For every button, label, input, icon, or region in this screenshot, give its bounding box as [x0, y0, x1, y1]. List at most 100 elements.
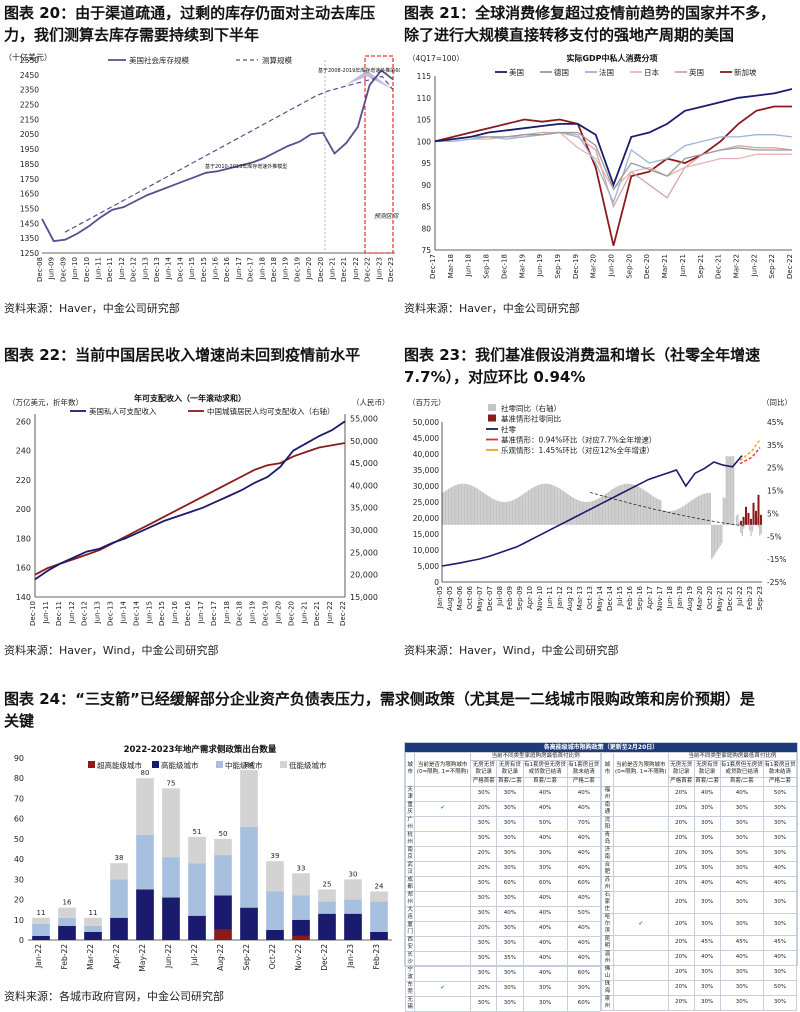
- policy-right-cell-12-0: 珠海: [601, 979, 614, 996]
- fig23-yoy-bar-69: [542, 483, 544, 525]
- fig21-x-tick-9: Mar-20: [590, 254, 598, 278]
- policy-left-cell-6-1: [414, 875, 472, 892]
- fig24-bar-2-13: [370, 901, 388, 932]
- policy-left-cell-11-2: 30%: [470, 950, 498, 967]
- fig23-yoy-bar-77: [554, 485, 556, 525]
- fig23-x-tick-26: Mar-20: [696, 586, 704, 610]
- table-row: 佛山 20% 30% 30% 30%: [601, 964, 797, 981]
- fig23-yoy-bar-211: [748, 524, 751, 531]
- fig23-yoy-bar-114: [607, 491, 610, 525]
- fig22-y2tick-3: 30,000: [350, 526, 378, 535]
- fig24-total-3: 38: [115, 854, 124, 862]
- fig22-x-tick-24: Dec-22: [339, 601, 347, 626]
- fig20-x-tick-6: Dec-11: [106, 257, 114, 282]
- fig21-x-tick-11: Sep-20: [625, 254, 633, 279]
- fig22-x-tick-17: Jun-19: [249, 601, 257, 624]
- fig23-yoy-bar-65: [536, 485, 538, 525]
- policy-table-left: 城市 当前是否为限购城市(0=限购, 1=不限购) 当前不同类型家庭购房最低首付比例…: [404, 751, 602, 1012]
- fig23-yoy-bar-139: [644, 490, 646, 525]
- fig22-y2tick-5: 40,000: [350, 481, 378, 490]
- policy-right-cell-1-2: 20%: [667, 800, 695, 817]
- fig23-x-tick-27: Oct-20: [706, 586, 714, 610]
- policy-right-cell-12-4: 30%: [719, 979, 765, 996]
- policy-right-cell-8-2: 20%: [667, 912, 695, 936]
- policy-left-cell-3-3: 30%: [496, 830, 524, 847]
- fig24-legend-swatch-2: [216, 761, 223, 768]
- fig23-ytick-6: 30,000: [413, 482, 439, 491]
- fig23-x-tick-5: Dec-07: [486, 586, 494, 611]
- fig21-series-1: [434, 131, 792, 191]
- fig20-x-tick-0: Dec-08: [36, 257, 44, 282]
- fig23-yoy-bar-15: [463, 483, 466, 525]
- policy-right-subhead-0: 无房无贷款记录: [667, 760, 695, 779]
- policy-left-cell-3-5: 40%: [566, 830, 602, 847]
- fig22-series-us: [34, 420, 346, 581]
- policy-left-cell-4-2: 20%: [470, 845, 498, 862]
- fig20-annotation-3: 预测区间: [374, 213, 399, 220]
- fig21-x-tick-16: Dec-21: [715, 254, 723, 279]
- fig24-total-0: 11: [37, 909, 46, 917]
- fig20-gap-area: [345, 70, 393, 90]
- fig23-yoy-bar-163: [679, 508, 681, 525]
- fig23-yoy-bar-150: [660, 500, 662, 525]
- fig23-y2tick-4: 15%: [767, 487, 784, 496]
- policy-right-cell-10-2: 20%: [667, 949, 695, 966]
- fig24-title: 图表 24：“三支箭”已经缓解部分企业资产负债表压力，需求侧政策（尤其是一二线城…: [4, 688, 796, 732]
- fig21-x-tick-19: Sep-22: [768, 254, 776, 279]
- fig24-bar-1-9: [266, 929, 284, 940]
- policy-left-cell-13-5: 30%: [566, 980, 602, 997]
- table-row: 沈阳 20% 30% 30% 30%: [601, 815, 797, 832]
- fig21-x-tick-4: Dec-18: [500, 254, 508, 279]
- policy-left-cell-1-5: 40%: [566, 800, 602, 817]
- fig23-yoy-bar-95: [580, 501, 582, 525]
- policy-right-cell-8-1: ✔: [612, 912, 669, 936]
- policy-left-cell-3-4: 40%: [522, 830, 568, 847]
- fig23-x-tick-9: Apr-10: [526, 586, 534, 609]
- fig24-bar-3-7: [214, 838, 232, 856]
- fig23-yoy-bar-60: [529, 489, 531, 525]
- policy-left-cell-8-0: 大连: [404, 905, 416, 922]
- policy-right-cell-6-4: 40%: [719, 875, 765, 892]
- policy-left-head-2: 当前不同类型家庭购房最低首付比例: [470, 751, 601, 762]
- policy-left-cell-13-1: ✔: [414, 980, 472, 997]
- table-row: 南京 20% 30% 30% 40%: [404, 845, 602, 862]
- fig22-y2tick-0: 15,000: [350, 593, 378, 602]
- fig22-x-tick-15: Jun-18: [223, 601, 231, 624]
- policy-left-cell-3-0: 杭州: [404, 830, 416, 847]
- fig20-x-tick-8: Dec-12: [130, 257, 138, 282]
- policy-left-head-1: 当前是否为限购城市(0=限购, 1=不限购): [414, 752, 472, 787]
- fig23-left-unit: （百万元）: [408, 398, 446, 407]
- fig23-x-tick-4: May-07: [476, 586, 484, 612]
- fig23-yoy-bar-41: [501, 501, 503, 525]
- fig24-bar-1-1: [58, 925, 76, 940]
- fig22-series-china: [34, 442, 346, 576]
- fig24-bar-2-0: [32, 923, 50, 936]
- fig23-x-tick-16: May-14: [596, 585, 604, 611]
- policy-left-cell-0-1: [414, 785, 472, 802]
- fig23-yoy-bar-151: [661, 510, 663, 525]
- fig24-legend-swatch-1: [152, 761, 159, 768]
- fig22-x-tick-22: Dec-21: [313, 601, 321, 626]
- fig23-base-yoy-bar-1: [742, 516, 745, 525]
- policy-left-cell-9-1: [414, 920, 472, 937]
- fig23-yoy-bar-171: [690, 500, 693, 525]
- fig20-ytick-13: 2550: [20, 56, 39, 65]
- fig20-x-tick-17: Jun-17: [235, 257, 243, 280]
- fig23-legend-swatch-0: [488, 404, 496, 411]
- fig23-yoy-bar-11: [458, 484, 460, 525]
- fig23-yoy-bar-199: [731, 456, 733, 525]
- fig23-yoy-bar-187: [714, 524, 716, 555]
- policy-left-cell-2-1: [414, 815, 472, 832]
- fig23-x-tick-12: Jan-12: [556, 586, 564, 609]
- fig23-yoy-bar-193: [722, 497, 725, 525]
- fig22-x-tick-9: Jun-15: [145, 601, 153, 624]
- policy-right-head-0: 城市: [601, 752, 614, 787]
- policy-right-cell-13-5: 30%: [763, 994, 797, 1011]
- fig23-yoy-bar-20: [471, 485, 473, 525]
- fig24-bar-3-2: [84, 917, 102, 926]
- fig23-y2tick-6: 35%: [767, 441, 784, 450]
- fig22-x-tick-2: Dec-11: [55, 601, 63, 626]
- fig23-yoy-bar-168: [686, 503, 688, 525]
- fig24-chart: 2022-2023年地产需求侧政策出台数量 0 10 20 30 40 50 60 70 80 90…: [14, 744, 392, 972]
- fig22-y2tick-7: 50,000: [350, 437, 378, 446]
